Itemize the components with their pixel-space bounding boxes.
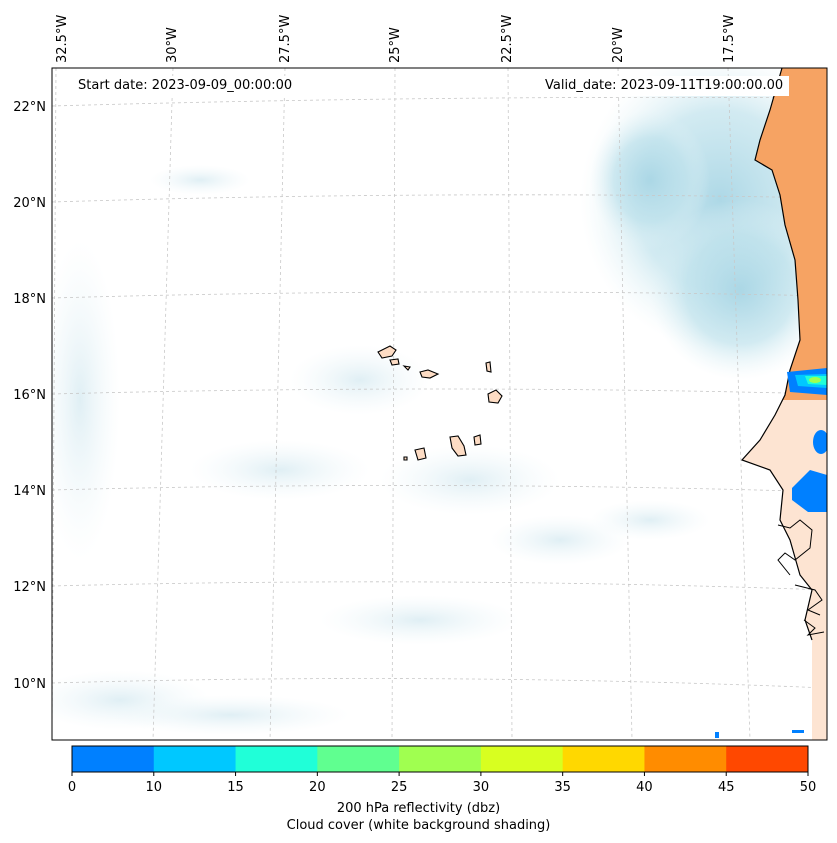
longitude-labels: 32.5°W 30°W 27.5°W 25°W 22.5°W 20°W 17.5… xyxy=(55,15,737,63)
lat-label: 10°N xyxy=(13,677,46,692)
colorbar-segment xyxy=(399,746,482,772)
cloud-cover-shading xyxy=(52,68,827,735)
colorbar-tick-label: 45 xyxy=(718,780,735,795)
colorbar-tick-label: 35 xyxy=(554,780,571,795)
colorbar-tick-label: 40 xyxy=(636,780,653,795)
colorbar-segment xyxy=(480,746,564,772)
colorbar-tick-label: 20 xyxy=(309,780,326,795)
lon-label: 25°W xyxy=(388,27,403,63)
colorbar-border xyxy=(71,745,809,773)
colorbar-segment xyxy=(235,746,318,772)
colorbar-tick-label: 30 xyxy=(473,780,490,795)
lat-label: 20°N xyxy=(13,196,46,211)
colorbar-sublabel: Cloud cover (white background shading) xyxy=(286,818,551,833)
colorbar-segment xyxy=(726,746,809,772)
colorbar-tick-label: 25 xyxy=(391,780,408,795)
lon-label: 27.5°W xyxy=(278,15,293,63)
colorbar-segment xyxy=(644,746,727,772)
map-plot-area xyxy=(52,68,827,740)
colorbar-segment xyxy=(317,746,400,772)
colorbar-tick-label: 0 xyxy=(68,780,76,795)
lat-label: 22°N xyxy=(13,100,46,115)
lon-label: 30°W xyxy=(165,27,180,63)
colorbar-tick-label: 10 xyxy=(146,780,163,795)
lat-label: 14°N xyxy=(13,484,46,499)
colorbar-segment xyxy=(562,746,645,772)
lat-label: 12°N xyxy=(13,580,46,595)
latitude-labels: 22°N 20°N 18°N 16°N 14°N 12°N 10°N xyxy=(13,100,46,692)
lon-label: 32.5°W xyxy=(55,15,70,63)
cape-verde-islands xyxy=(377,345,503,461)
valid-date-label: Valid_date: 2023-09-11T19:00:00.00 xyxy=(539,76,790,96)
colorbar-tick-label: 15 xyxy=(227,780,244,795)
lon-label: 20°W xyxy=(611,27,626,63)
colorbar-segment xyxy=(153,746,237,772)
colorbar: 0 10 15 20 25 30 35 40 45 50 xyxy=(68,745,817,795)
colorbar-label: 200 hPa reflectivity (dbz) xyxy=(336,801,501,816)
reflectivity-patches xyxy=(715,368,827,738)
lon-label: 17.5°W xyxy=(722,15,737,63)
map-frame xyxy=(51,67,828,741)
colorbar-tick-label: 50 xyxy=(800,780,817,795)
lat-label: 16°N xyxy=(13,388,46,403)
graticule xyxy=(52,68,827,740)
lat-label: 18°N xyxy=(13,292,46,307)
start-date-label: Start date: 2023-09-09_00:00:00 xyxy=(72,76,299,96)
lon-label: 22.5°W xyxy=(500,15,515,63)
colorbar-segment xyxy=(72,746,155,772)
